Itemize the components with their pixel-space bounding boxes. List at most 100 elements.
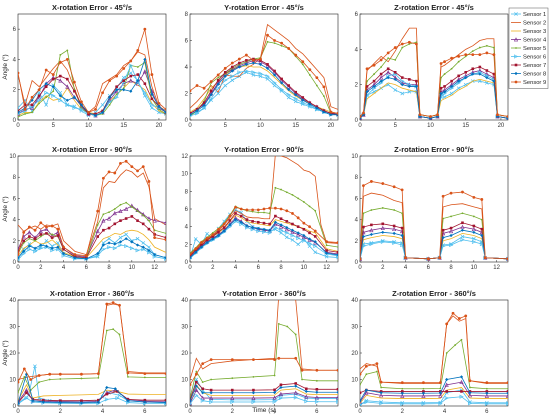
data-point-sensor-4: [314, 395, 319, 400]
y-tick-label: 4: [13, 218, 17, 224]
data-point-sensor-7: [209, 388, 213, 392]
data-point-sensor-7: [370, 223, 373, 227]
data-point-sensor-5: [217, 76, 220, 79]
data-point-sensor-4: [278, 224, 284, 229]
data-point-sensor-9: [464, 314, 468, 318]
data-point-sensor-6: [267, 230, 272, 235]
data-point-sensor-1: [296, 242, 301, 247]
data-point-sensor-8: [262, 227, 266, 231]
data-point-sensor-1: [284, 235, 289, 240]
data-point-sensor-6: [258, 71, 263, 76]
data-point-sensor-5: [96, 224, 99, 226]
data-point-sensor-9: [84, 254, 88, 258]
data-point-sensor-9: [237, 57, 241, 61]
data-point-sensor-1: [50, 244, 55, 248]
data-point-sensor-4: [284, 227, 289, 232]
data-point-sensor-8: [336, 390, 338, 394]
data-point-sensor-5: [165, 376, 166, 379]
data-point-sensor-1: [33, 364, 37, 369]
data-point-sensor-7: [28, 235, 31, 238]
data-point-sensor-8: [58, 94, 62, 98]
data-point-sensor-8: [421, 391, 426, 395]
data-point-sensor-6: [265, 74, 270, 79]
data-point-sensor-9: [164, 108, 166, 111]
data-point-sensor-7: [230, 65, 234, 69]
data-point-sensor-8: [457, 79, 461, 83]
y-tick-label: 4: [185, 65, 189, 71]
plot-frame: [17, 299, 167, 407]
data-point-sensor-8: [294, 384, 298, 388]
data-point-sensor-7: [471, 67, 475, 71]
data-point-sensor-1: [193, 237, 198, 241]
data-point-sensor-5: [136, 210, 139, 213]
y-tick-label: 4: [185, 225, 189, 231]
data-point-sensor-8: [472, 230, 476, 234]
data-point-sensor-9: [279, 207, 283, 211]
series-line-sensor-6: [18, 397, 166, 405]
data-point-sensor-4: [27, 230, 32, 235]
data-point-sensor-7: [315, 388, 319, 391]
series-line-sensor-9: [190, 34, 338, 114]
data-point-sensor-5: [469, 386, 471, 389]
y-tick-label: 40: [181, 298, 188, 304]
data-point-sensor-6: [479, 241, 485, 247]
data-point-sensor-9: [443, 60, 446, 64]
y-tick-label: 2: [13, 88, 17, 94]
data-point-sensor-4: [296, 232, 301, 237]
data-point-sensor-8: [50, 246, 54, 250]
y-tick-label: 8: [185, 189, 189, 195]
data-point-sensor-8: [478, 72, 482, 76]
data-point-sensor-5: [387, 57, 390, 60]
data-point-sensor-8: [18, 256, 20, 260]
data-point-sensor-8: [329, 113, 333, 117]
data-point-sensor-6: [104, 397, 110, 402]
series-group: [18, 27, 166, 118]
data-point-sensor-7: [143, 82, 147, 85]
data-point-sensor-7: [245, 218, 249, 221]
data-point-sensor-1: [30, 109, 34, 113]
data-point-sensor-9: [217, 227, 220, 231]
data-point-sensor-6: [314, 399, 320, 404]
data-point-sensor-7: [130, 215, 134, 218]
legend-marker-sensor-4: [513, 37, 519, 42]
data-point-sensor-7: [217, 230, 220, 234]
data-point-sensor-9: [136, 169, 139, 173]
data-point-sensor-7: [239, 214, 243, 218]
data-point-sensor-6: [202, 105, 207, 111]
data-point-sensor-9: [472, 195, 476, 199]
data-point-sensor-7: [73, 89, 76, 93]
y-tick-label: 30: [351, 325, 358, 331]
data-point-sensor-9: [37, 374, 41, 377]
data-point-sensor-9: [414, 42, 418, 46]
data-point-sensor-6: [379, 401, 384, 406]
data-point-sensor-8: [115, 88, 119, 92]
data-point-sensor-8: [31, 399, 35, 403]
data-point-sensor-9: [294, 356, 298, 360]
data-point-sensor-6: [51, 93, 56, 98]
data-point-sensor-8: [222, 229, 226, 233]
data-point-sensor-9: [18, 380, 20, 384]
data-point-sensor-5: [450, 67, 453, 70]
panel-title: Y-rotation Error - 45°/s: [224, 3, 304, 12]
data-point-sensor-8: [449, 233, 453, 238]
data-point-sensor-5: [59, 378, 62, 380]
data-point-sensor-7: [472, 224, 476, 228]
data-point-sensor-9: [245, 208, 249, 212]
data-point-sensor-9: [56, 227, 60, 231]
data-point-sensor-8: [400, 233, 404, 238]
data-point-sensor-4: [379, 75, 384, 80]
data-point-sensor-8: [195, 109, 199, 113]
legend-label-sensor-3: Sensor 3: [523, 29, 546, 35]
data-point-sensor-8: [251, 225, 255, 230]
data-point-sensor-6: [65, 102, 70, 107]
data-point-sensor-9: [126, 371, 130, 375]
data-point-sensor-5: [52, 90, 55, 93]
panel-9: Z-rotation Error - 360°/s 0 2 4 6 0 10 20 30 40: [351, 289, 509, 415]
data-point-sensor-4: [444, 382, 449, 387]
data-point-sensor-8: [33, 246, 37, 250]
data-point-sensor-8: [307, 237, 312, 241]
data-point-sensor-8: [294, 93, 298, 97]
legend-label-sensor-2: Sensor 2: [523, 21, 546, 27]
data-point-sensor-9: [101, 176, 105, 180]
data-point-sensor-5: [314, 209, 317, 212]
